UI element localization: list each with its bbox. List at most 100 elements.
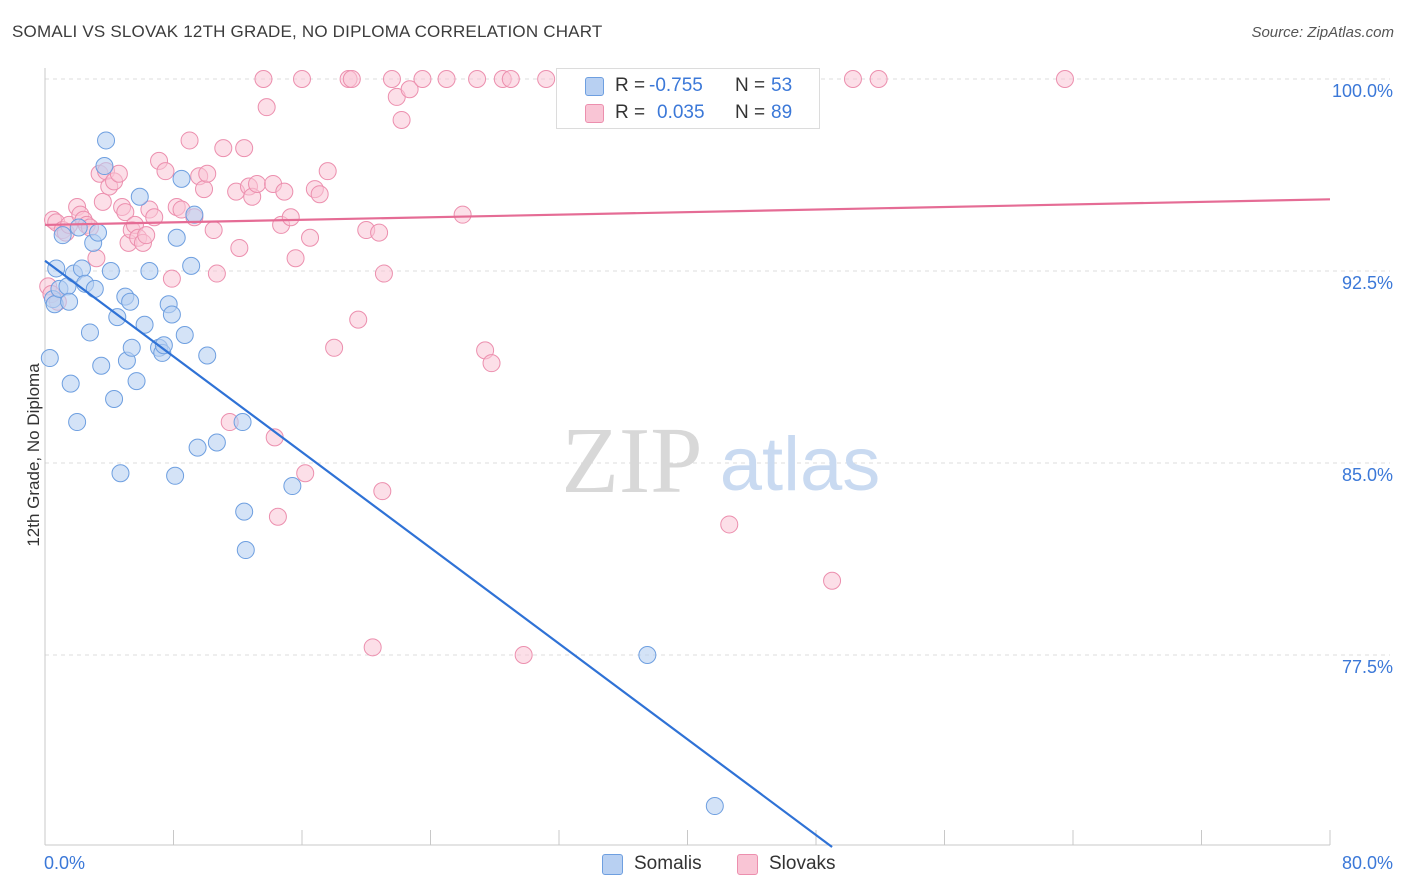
somali-point xyxy=(40,349,59,368)
slovak-swatch xyxy=(737,854,758,875)
r-label: R = xyxy=(615,75,646,96)
legend-row-slovak: R = 0.035 N = 89 xyxy=(557,100,819,126)
n-value: 89 xyxy=(771,102,793,123)
slovak-point xyxy=(370,223,389,242)
somali-point xyxy=(185,205,204,224)
slovak-point xyxy=(1055,70,1074,88)
legend-row-somali: R = -0.755 N = 53 xyxy=(557,73,819,99)
chart-title: SOMALI VS SLOVAK 12TH GRADE, NO DIPLOMA … xyxy=(12,22,603,41)
slovak-point xyxy=(373,482,392,501)
somali-point xyxy=(140,262,159,280)
slovak-point xyxy=(281,208,300,227)
somali-point xyxy=(97,131,116,150)
somali-point xyxy=(175,326,194,344)
slovak-point xyxy=(145,208,164,227)
slovak-point xyxy=(413,70,432,88)
slovak-point xyxy=(257,98,276,117)
x-tick-label-max: 80.0% xyxy=(1342,853,1393,873)
somali-point xyxy=(111,464,130,483)
watermark-atlas: atlas xyxy=(720,422,881,507)
somali-point xyxy=(166,466,185,485)
somali-point xyxy=(68,413,87,432)
slovak-point xyxy=(514,646,533,664)
slovak-point xyxy=(537,70,556,88)
n-label: N = xyxy=(735,102,766,123)
somali-point xyxy=(61,374,80,393)
somali-point xyxy=(638,646,657,664)
r-label: R = xyxy=(615,102,646,123)
n-label: N = xyxy=(735,75,766,96)
slovak-point xyxy=(437,70,456,88)
x-tick-labels: 0.0% 80.0% xyxy=(44,853,1393,873)
somali-point xyxy=(60,292,79,311)
somali-point xyxy=(188,438,207,457)
slovak-point xyxy=(392,110,411,129)
somali-point xyxy=(121,292,140,311)
slovak-point xyxy=(180,131,199,150)
somali-point xyxy=(69,218,88,237)
somali-point xyxy=(85,279,104,298)
slovak-point xyxy=(453,205,472,224)
slovak-point xyxy=(93,192,112,211)
somali-point xyxy=(162,305,181,324)
slovak-point xyxy=(235,139,254,158)
somali-swatch xyxy=(602,854,623,875)
slovak-point xyxy=(482,354,501,373)
slovak-point xyxy=(468,70,487,88)
y-tick-label: 77.5% xyxy=(1342,657,1393,677)
somali-point xyxy=(122,338,141,357)
slovak-point xyxy=(195,180,214,199)
somali-point xyxy=(172,169,191,188)
slovak-point xyxy=(310,185,329,204)
slovak-point xyxy=(198,164,217,183)
slovak-point xyxy=(87,249,106,268)
somali-point xyxy=(53,226,72,245)
somali-point xyxy=(283,477,302,496)
somali-point xyxy=(182,256,201,275)
slovak-point xyxy=(325,338,344,357)
x-tick-label-min: 0.0% xyxy=(44,853,85,873)
slovak-point xyxy=(349,310,368,329)
slovak-point xyxy=(363,638,382,657)
slovak-trend-line xyxy=(44,198,1331,227)
slovak-points xyxy=(39,70,1074,664)
somali-point xyxy=(154,336,173,355)
watermark: ZIP atlas xyxy=(562,409,881,513)
somali-point xyxy=(236,541,255,560)
slovak-point xyxy=(843,70,862,88)
slovak-point xyxy=(382,70,401,88)
slovak-point xyxy=(156,162,175,181)
somali-point xyxy=(101,262,120,280)
slovak-point xyxy=(374,264,393,283)
slovak-point xyxy=(268,507,287,526)
slovak-point xyxy=(318,162,337,181)
slovak-point xyxy=(275,182,294,201)
slovak-point xyxy=(230,238,249,257)
slovak-point xyxy=(137,226,156,245)
slovak-point xyxy=(869,70,888,88)
somali-point xyxy=(198,346,217,365)
somali-point xyxy=(92,356,111,375)
slovak-point xyxy=(204,221,223,240)
slovak-point xyxy=(293,70,311,88)
slovak-point xyxy=(342,70,361,88)
somali-point xyxy=(207,433,226,452)
y-tick-label: 92.5% xyxy=(1342,273,1393,293)
slovak-point xyxy=(214,139,233,158)
somali-point xyxy=(89,223,108,242)
slovak-point xyxy=(254,70,273,88)
somali-points xyxy=(40,131,724,816)
slovak-point xyxy=(207,264,226,283)
watermark-zip: ZIP xyxy=(562,409,703,513)
somali-point xyxy=(95,157,114,176)
somali-swatch xyxy=(585,77,604,96)
somali-point xyxy=(105,390,124,408)
n-value: 53 xyxy=(771,75,793,96)
somali-point xyxy=(80,323,99,342)
somali-point xyxy=(233,413,252,432)
r-value: -0.755 xyxy=(649,75,703,96)
slovak-point xyxy=(400,80,419,99)
slovak-point xyxy=(162,269,181,288)
slovak-point xyxy=(823,571,842,590)
